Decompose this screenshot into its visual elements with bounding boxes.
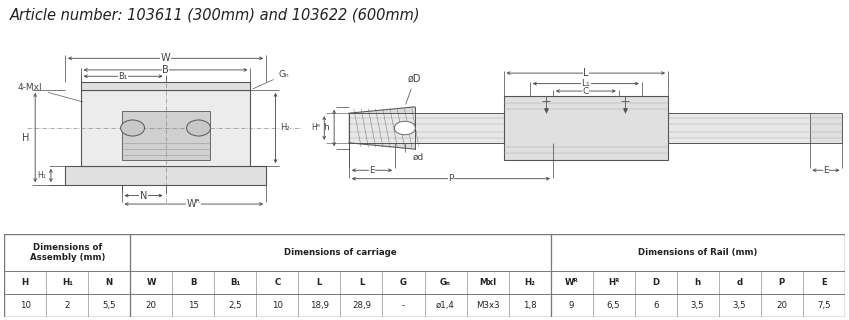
Text: W: W xyxy=(147,278,156,287)
Text: 2,5: 2,5 xyxy=(228,301,242,310)
Text: ød: ød xyxy=(413,153,424,162)
Text: 5,5: 5,5 xyxy=(103,301,116,310)
Text: 3,5: 3,5 xyxy=(733,301,746,310)
Text: Dimensions of Rail (mm): Dimensions of Rail (mm) xyxy=(638,248,757,257)
Polygon shape xyxy=(349,107,414,149)
Text: G: G xyxy=(400,278,407,287)
Text: N: N xyxy=(140,191,147,201)
Text: 20: 20 xyxy=(776,301,787,310)
Text: 18,9: 18,9 xyxy=(310,301,329,310)
Text: E: E xyxy=(824,166,829,175)
Text: H₂: H₂ xyxy=(524,278,535,287)
Text: B₁: B₁ xyxy=(119,72,127,81)
Text: H₁: H₁ xyxy=(62,278,73,287)
Text: Gₙ: Gₙ xyxy=(440,278,451,287)
Text: Dimensions of
Assembly (mm): Dimensions of Assembly (mm) xyxy=(30,243,105,262)
Bar xyxy=(81,90,250,166)
Text: 20: 20 xyxy=(146,301,157,310)
Text: H: H xyxy=(22,132,30,142)
Text: L₁: L₁ xyxy=(582,79,590,88)
Text: 6,5: 6,5 xyxy=(607,301,621,310)
Text: 1,8: 1,8 xyxy=(523,301,537,310)
Bar xyxy=(65,166,266,185)
Text: E: E xyxy=(369,166,374,175)
Text: 10: 10 xyxy=(20,301,31,310)
Text: M3x3: M3x3 xyxy=(475,301,499,310)
Text: Article number: 103611 (300mm) and 103622 (600mm): Article number: 103611 (300mm) and 10362… xyxy=(10,8,421,23)
Text: L: L xyxy=(583,68,588,78)
Text: B₁: B₁ xyxy=(230,278,240,287)
Text: øD: øD xyxy=(406,74,422,104)
Text: B: B xyxy=(162,65,169,75)
Circle shape xyxy=(394,121,415,135)
Text: N: N xyxy=(106,278,113,287)
Text: Hᴿ: Hᴿ xyxy=(608,278,619,287)
Text: 3,5: 3,5 xyxy=(691,301,705,310)
Text: ø1,4: ø1,4 xyxy=(436,301,455,310)
Text: 4-Mxl: 4-Mxl xyxy=(18,83,82,102)
Text: 2: 2 xyxy=(65,301,70,310)
Text: E: E xyxy=(821,278,827,287)
Text: 9: 9 xyxy=(569,301,574,310)
Text: Mxl: Mxl xyxy=(479,278,496,287)
Text: W: W xyxy=(160,53,171,63)
Text: Dimensions of carriage: Dimensions of carriage xyxy=(284,248,396,257)
Text: D: D xyxy=(652,278,659,287)
Bar xyxy=(121,111,210,160)
Text: H: H xyxy=(22,278,29,287)
Text: H₂: H₂ xyxy=(280,124,290,132)
Circle shape xyxy=(187,120,211,136)
Text: Gₙ: Gₙ xyxy=(253,70,290,89)
Bar xyxy=(810,113,842,143)
Text: -: - xyxy=(402,301,405,310)
Text: 6: 6 xyxy=(653,301,658,310)
Text: 7,5: 7,5 xyxy=(817,301,830,310)
Circle shape xyxy=(121,120,144,136)
Text: Wᴿ: Wᴿ xyxy=(187,199,200,209)
Bar xyxy=(503,96,668,160)
Text: L: L xyxy=(359,278,364,287)
Text: P: P xyxy=(779,278,784,287)
Text: C: C xyxy=(274,278,280,287)
Text: 15: 15 xyxy=(188,301,199,310)
Bar xyxy=(349,113,842,143)
Text: C: C xyxy=(582,86,589,96)
Text: L: L xyxy=(317,278,322,287)
Text: B: B xyxy=(190,278,197,287)
Text: 28,9: 28,9 xyxy=(352,301,371,310)
Text: d: d xyxy=(737,278,743,287)
Bar xyxy=(81,82,250,90)
Text: H₁: H₁ xyxy=(37,171,46,180)
Text: P: P xyxy=(448,174,453,183)
Text: h: h xyxy=(323,124,329,132)
Text: Hᴿ: Hᴿ xyxy=(312,124,321,132)
Text: Wᴿ: Wᴿ xyxy=(565,278,578,287)
Text: 10: 10 xyxy=(272,301,283,310)
Text: h: h xyxy=(694,278,700,287)
